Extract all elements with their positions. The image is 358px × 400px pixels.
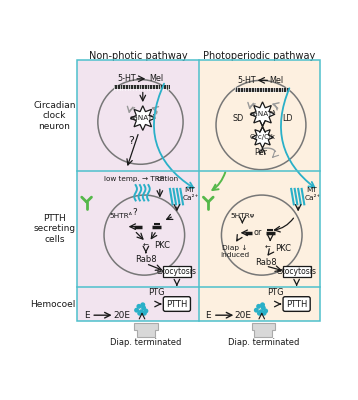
Circle shape xyxy=(144,308,148,314)
Circle shape xyxy=(216,80,306,170)
Circle shape xyxy=(142,311,147,316)
Polygon shape xyxy=(252,323,275,337)
Text: PTG: PTG xyxy=(267,288,284,297)
Text: Diap ↓: Diap ↓ xyxy=(222,245,247,251)
Text: Non-photic pathway: Non-photic pathway xyxy=(89,51,188,61)
Text: ?: ? xyxy=(132,208,137,216)
Circle shape xyxy=(134,308,139,313)
Text: LD: LD xyxy=(282,114,292,122)
Circle shape xyxy=(257,311,262,316)
Text: PKC: PKC xyxy=(154,241,170,250)
Text: Hemocoel: Hemocoel xyxy=(30,300,76,308)
Text: Rab8: Rab8 xyxy=(255,258,276,266)
Text: Cyc/Clk: Cyc/Clk xyxy=(250,134,276,140)
Circle shape xyxy=(263,308,268,314)
Text: Circadian
clock
neuron: Circadian clock neuron xyxy=(33,101,76,131)
Polygon shape xyxy=(134,323,158,337)
Circle shape xyxy=(98,80,183,164)
Circle shape xyxy=(141,306,146,310)
Bar xyxy=(77,60,320,321)
Bar xyxy=(199,171,320,287)
Circle shape xyxy=(261,306,266,310)
Bar xyxy=(234,88,290,92)
Text: 5-HT: 5-HT xyxy=(117,74,136,83)
Text: low temp. → TRP: low temp. → TRP xyxy=(104,176,164,182)
Bar xyxy=(77,60,199,171)
Text: Mel: Mel xyxy=(149,74,163,83)
Polygon shape xyxy=(252,126,274,148)
Text: MT: MT xyxy=(185,188,195,194)
Circle shape xyxy=(140,302,145,307)
Text: exocytosis: exocytosis xyxy=(277,267,316,276)
Circle shape xyxy=(222,195,302,275)
Circle shape xyxy=(137,311,142,316)
Text: Ca²⁺: Ca²⁺ xyxy=(183,195,200,201)
Circle shape xyxy=(104,195,185,275)
Polygon shape xyxy=(250,102,275,126)
Circle shape xyxy=(258,309,263,314)
Bar xyxy=(163,266,191,277)
Text: SD: SD xyxy=(232,114,243,122)
Text: ←: ← xyxy=(264,245,270,251)
Bar xyxy=(114,85,170,89)
Text: PTTH
secreting
cells: PTTH secreting cells xyxy=(34,214,76,244)
Text: 20E: 20E xyxy=(234,311,252,320)
Circle shape xyxy=(139,309,144,314)
Circle shape xyxy=(260,302,265,307)
Text: aaNATᴬ: aaNATᴬ xyxy=(130,115,156,121)
Text: 5-HT: 5-HT xyxy=(238,76,256,85)
Text: MT: MT xyxy=(306,188,317,194)
Text: exocytosis: exocytosis xyxy=(157,267,197,276)
Circle shape xyxy=(136,304,141,309)
Text: Diap. terminated: Diap. terminated xyxy=(228,338,299,348)
Text: aaNATᴬ: aaNATᴬ xyxy=(250,111,276,117)
Text: PKC: PKC xyxy=(275,244,291,253)
Text: E: E xyxy=(84,311,90,320)
Text: cation: cation xyxy=(156,176,179,182)
Text: PTTH: PTTH xyxy=(166,300,188,308)
Text: ?: ? xyxy=(128,136,134,146)
Bar xyxy=(77,171,199,287)
Text: PTG: PTG xyxy=(147,288,164,297)
Polygon shape xyxy=(130,106,155,130)
Text: 5HTRᴬ: 5HTRᴬ xyxy=(110,213,132,219)
Text: E: E xyxy=(205,311,211,320)
Text: induced: induced xyxy=(220,252,249,258)
Text: 5HTRᴪ: 5HTRᴪ xyxy=(230,213,255,219)
Text: 20E: 20E xyxy=(113,311,130,320)
Text: Ca²⁺: Ca²⁺ xyxy=(304,195,321,201)
Text: Per: Per xyxy=(255,148,267,157)
FancyBboxPatch shape xyxy=(163,297,190,311)
Circle shape xyxy=(254,308,259,313)
Bar xyxy=(283,266,311,277)
Text: Rab8: Rab8 xyxy=(135,255,157,264)
Text: Mel: Mel xyxy=(270,76,284,85)
Bar xyxy=(199,60,320,171)
FancyBboxPatch shape xyxy=(283,297,310,311)
Text: Diap. terminated: Diap. terminated xyxy=(110,338,182,348)
Text: or: or xyxy=(254,228,262,237)
Text: ←: ← xyxy=(143,243,149,249)
Bar xyxy=(77,287,199,321)
Text: Photoperiodic pathway: Photoperiodic pathway xyxy=(203,51,315,61)
Bar xyxy=(199,287,320,321)
Text: PTTH: PTTH xyxy=(286,300,307,308)
Circle shape xyxy=(256,304,261,309)
Circle shape xyxy=(262,311,267,316)
